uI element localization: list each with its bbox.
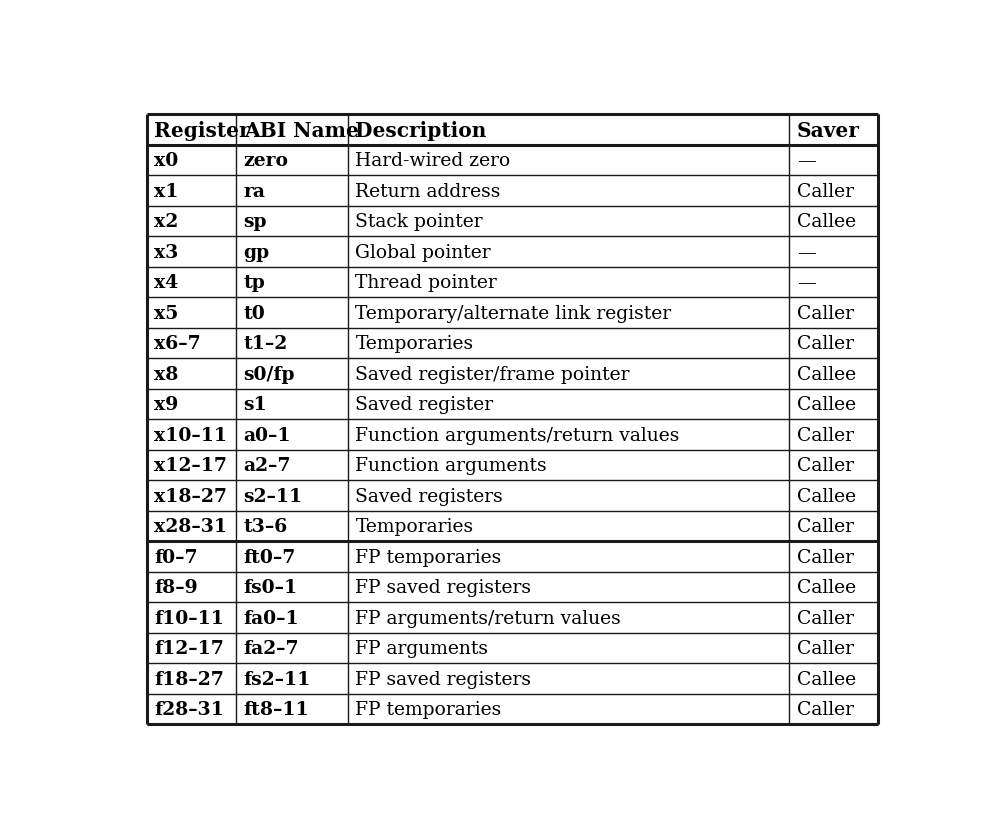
Text: Hard-wired zero: Hard-wired zero <box>355 152 511 170</box>
Text: ABI Name: ABI Name <box>244 121 359 141</box>
Text: FP saved registers: FP saved registers <box>355 578 531 596</box>
Text: f28–31: f28–31 <box>154 700 224 719</box>
Text: Global pointer: Global pointer <box>355 243 491 261</box>
Text: Temporaries: Temporaries <box>355 335 474 352</box>
Text: f10–11: f10–11 <box>154 609 224 627</box>
Text: x8: x8 <box>154 366 179 383</box>
Text: fa2–7: fa2–7 <box>244 639 299 657</box>
Text: Stack pointer: Stack pointer <box>355 213 483 231</box>
Text: Caller: Caller <box>797 335 854 352</box>
Text: f12–17: f12–17 <box>154 639 224 657</box>
Text: s0/fp: s0/fp <box>244 366 295 383</box>
Text: Caller: Caller <box>797 639 854 657</box>
Text: ft8–11: ft8–11 <box>244 700 309 719</box>
Text: Caller: Caller <box>797 700 854 719</box>
Text: Caller: Caller <box>797 548 854 566</box>
Text: Caller: Caller <box>797 609 854 627</box>
Text: Caller: Caller <box>797 304 854 323</box>
Text: Description: Description <box>355 121 487 141</box>
Text: Callee: Callee <box>797 366 856 383</box>
Text: Saved register: Saved register <box>355 395 494 414</box>
Text: a2–7: a2–7 <box>244 457 291 475</box>
Text: Saved registers: Saved registers <box>355 487 503 505</box>
Text: Saved register/frame pointer: Saved register/frame pointer <box>355 366 630 383</box>
Text: —: — <box>797 274 816 292</box>
Text: x9: x9 <box>154 395 179 414</box>
Text: a0–1: a0–1 <box>244 426 291 444</box>
Text: Callee: Callee <box>797 578 856 596</box>
Text: t1–2: t1–2 <box>244 335 288 352</box>
Text: ft0–7: ft0–7 <box>244 548 296 566</box>
Text: t0: t0 <box>244 304 265 323</box>
Text: x6–7: x6–7 <box>154 335 201 352</box>
Text: gp: gp <box>244 243 270 261</box>
Text: x5: x5 <box>154 304 179 323</box>
Text: —: — <box>797 243 816 261</box>
Text: x10–11: x10–11 <box>154 426 227 444</box>
Text: Caller: Caller <box>797 518 854 536</box>
Text: Callee: Callee <box>797 487 856 505</box>
Text: tp: tp <box>244 274 265 292</box>
Text: x18–27: x18–27 <box>154 487 227 505</box>
Text: Saver: Saver <box>797 121 860 141</box>
Text: t3–6: t3–6 <box>244 518 288 536</box>
Text: f8–9: f8–9 <box>154 578 198 596</box>
Text: FP temporaries: FP temporaries <box>355 700 502 719</box>
Text: zero: zero <box>244 152 289 170</box>
Text: x0: x0 <box>154 152 179 170</box>
Text: fs0–1: fs0–1 <box>244 578 298 596</box>
Text: fa0–1: fa0–1 <box>244 609 299 627</box>
Text: Callee: Callee <box>797 395 856 414</box>
Text: Caller: Caller <box>797 426 854 444</box>
Text: FP temporaries: FP temporaries <box>355 548 502 566</box>
Text: FP arguments/return values: FP arguments/return values <box>355 609 621 627</box>
Text: Temporary/alternate link register: Temporary/alternate link register <box>355 304 672 323</box>
Text: Caller: Caller <box>797 182 854 200</box>
Text: s1: s1 <box>244 395 267 414</box>
Text: Callee: Callee <box>797 670 856 688</box>
Text: x4: x4 <box>154 274 179 292</box>
Text: x1: x1 <box>154 182 179 200</box>
Text: —: — <box>797 152 816 170</box>
Text: f18–27: f18–27 <box>154 670 224 688</box>
Text: x2: x2 <box>154 213 179 231</box>
Text: Function arguments/return values: Function arguments/return values <box>355 426 680 444</box>
Text: ra: ra <box>244 182 266 200</box>
Text: Register: Register <box>154 121 250 141</box>
Text: Function arguments: Function arguments <box>355 457 547 475</box>
Text: FP arguments: FP arguments <box>355 639 488 657</box>
Text: fs2–11: fs2–11 <box>244 670 311 688</box>
Text: Temporaries: Temporaries <box>355 518 474 536</box>
Text: f0–7: f0–7 <box>154 548 198 566</box>
Text: FP saved registers: FP saved registers <box>355 670 531 688</box>
Text: x12–17: x12–17 <box>154 457 227 475</box>
Text: Thread pointer: Thread pointer <box>355 274 497 292</box>
Text: x3: x3 <box>154 243 179 261</box>
Text: x28–31: x28–31 <box>154 518 227 536</box>
Text: Callee: Callee <box>797 213 856 231</box>
Text: Caller: Caller <box>797 457 854 475</box>
Text: Return address: Return address <box>355 182 501 200</box>
Text: sp: sp <box>244 213 267 231</box>
Text: s2–11: s2–11 <box>244 487 303 505</box>
